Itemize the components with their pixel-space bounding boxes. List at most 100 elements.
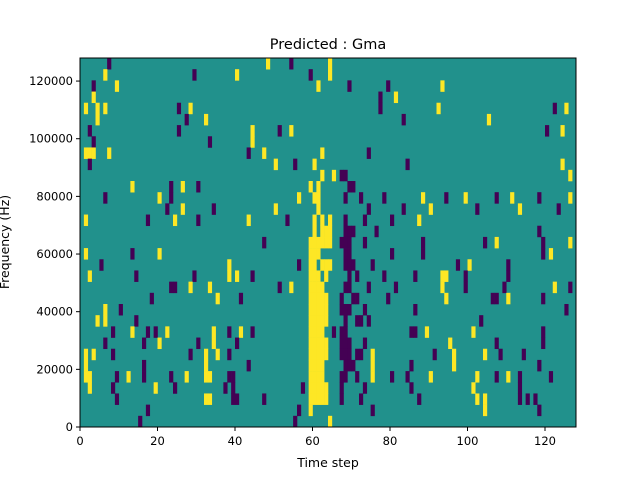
heatmap-cell-low bbox=[297, 404, 302, 417]
heatmap-cell-high bbox=[552, 281, 557, 294]
heatmap-cell-high bbox=[440, 80, 445, 92]
heatmap-cell-high bbox=[328, 58, 333, 70]
heatmap-cell-low bbox=[359, 348, 364, 361]
heatmap-cell-low bbox=[192, 69, 197, 81]
heatmap-cell-high bbox=[87, 382, 92, 394]
heatmap-cell-low bbox=[339, 304, 344, 316]
heatmap-cell-high bbox=[87, 147, 92, 159]
heatmap-cell-high bbox=[324, 348, 329, 361]
heatmap-cell-high bbox=[308, 404, 313, 417]
y-axis-label: Frequency (Hz) bbox=[0, 195, 12, 289]
heatmap-cell-high bbox=[320, 304, 325, 316]
heatmap-cell-low bbox=[289, 58, 294, 70]
heatmap-cell-high bbox=[564, 102, 569, 115]
heatmap-cell-low bbox=[382, 192, 387, 204]
heatmap-cell-low bbox=[339, 371, 344, 383]
heatmap-cell-high bbox=[204, 113, 209, 126]
heatmap-cell-high bbox=[95, 113, 100, 126]
heatmap-cell-high bbox=[316, 248, 321, 260]
heatmap-cell-low bbox=[355, 292, 360, 305]
heatmap-cell-high bbox=[207, 371, 213, 383]
heatmap-cell-low bbox=[339, 393, 344, 405]
heatmap-cell-low bbox=[463, 270, 468, 282]
heatmap-cell-low bbox=[355, 270, 360, 282]
heatmap-cell-low bbox=[347, 181, 352, 193]
y-axis: 0 20000 40000 60000 80000 100000 120000 bbox=[29, 74, 80, 434]
heatmap-cell-low bbox=[351, 292, 356, 305]
heatmap-cell-high bbox=[312, 326, 317, 338]
heatmap-cell-low bbox=[490, 292, 495, 305]
heatmap-cell-high bbox=[250, 136, 255, 148]
heatmap-cell-low bbox=[351, 259, 356, 271]
y-tick-label: 120000 bbox=[29, 74, 73, 88]
heatmap-cell-low bbox=[343, 348, 348, 361]
heatmap-cell-low bbox=[343, 225, 348, 238]
heatmap-cell-low bbox=[103, 192, 108, 204]
heatmap-cell-low bbox=[355, 348, 360, 361]
y-tick-label: 0 bbox=[66, 420, 73, 434]
heatmap-cell-high bbox=[328, 225, 333, 238]
heatmap-cell-low bbox=[347, 359, 352, 372]
heatmap-cell-low bbox=[347, 348, 352, 361]
heatmap-cell-high bbox=[393, 91, 399, 104]
heatmap-cell-high bbox=[103, 102, 108, 115]
heatmap-cell-low bbox=[169, 181, 174, 193]
heatmap-cell-low bbox=[483, 236, 488, 249]
heatmap-cell-high bbox=[91, 348, 96, 361]
heatmap-cell-high bbox=[211, 326, 216, 338]
heatmap-cell-low bbox=[378, 102, 383, 115]
heatmap-cell-low bbox=[366, 203, 371, 215]
heatmap-cell-low bbox=[300, 382, 306, 394]
heatmap-cell-low bbox=[405, 371, 410, 383]
heatmap-cell-low bbox=[196, 214, 201, 227]
heatmap-cell-low bbox=[142, 359, 147, 372]
heatmap-cell-low bbox=[390, 371, 395, 383]
heatmap-cell-high bbox=[467, 259, 472, 271]
heatmap-cell-low bbox=[347, 304, 352, 316]
heatmap-cell-low bbox=[176, 102, 182, 115]
heatmap-cell-low bbox=[362, 304, 368, 316]
heatmap-cell-high bbox=[506, 371, 511, 383]
heatmap-cell-high bbox=[417, 214, 422, 227]
heatmap-cell-high bbox=[312, 236, 317, 249]
heatmap-cell-low bbox=[366, 147, 371, 159]
heatmap-cell-low bbox=[347, 270, 352, 282]
heatmap-cell-low bbox=[246, 359, 251, 372]
heatmap-cell-low bbox=[517, 393, 523, 405]
heatmap-cell-low bbox=[370, 404, 375, 417]
heatmap-cell-low bbox=[517, 382, 523, 394]
heatmap-cell-high bbox=[180, 203, 185, 215]
x-tick-label: 100 bbox=[457, 434, 479, 448]
heatmap-cell-high bbox=[204, 348, 209, 361]
heatmap-cell-low bbox=[541, 326, 546, 338]
heatmap-cell-low bbox=[390, 248, 395, 260]
heatmap-cell-low bbox=[231, 393, 236, 405]
heatmap-cell-low bbox=[390, 214, 395, 227]
heatmap-cell-high bbox=[316, 304, 321, 316]
heatmap-cell-high bbox=[370, 359, 375, 372]
heatmap-cell-high bbox=[483, 393, 488, 405]
heatmap-cell-low bbox=[393, 281, 399, 294]
heatmap-cell-low bbox=[506, 259, 511, 271]
chart-title: Predicted : Gma bbox=[270, 37, 386, 53]
heatmap-cell-low bbox=[432, 348, 437, 361]
heatmap-cell-low bbox=[227, 371, 232, 383]
heatmap-cell-high bbox=[83, 214, 89, 227]
heatmap-cell-low bbox=[153, 326, 158, 338]
heatmap-cell-low bbox=[99, 259, 104, 271]
heatmap-cell-high bbox=[316, 236, 321, 249]
heatmap-cell-high bbox=[207, 281, 213, 294]
y-tick-label: 60000 bbox=[36, 247, 73, 261]
heatmap-cell-low bbox=[537, 192, 542, 204]
heatmap-cell-low bbox=[362, 214, 368, 227]
heatmap-cell-high bbox=[316, 337, 321, 350]
heatmap-cell-low bbox=[196, 337, 201, 350]
heatmap-cell-low bbox=[475, 203, 480, 215]
heatmap-cell-low bbox=[262, 236, 267, 249]
heatmap-cell-low bbox=[382, 270, 387, 282]
heatmap-cell-high bbox=[180, 181, 185, 193]
heatmap-cell-low bbox=[548, 371, 554, 383]
heatmap-cell-low bbox=[111, 382, 116, 394]
heatmap-cell-low bbox=[250, 270, 255, 282]
heatmap-cell-high bbox=[126, 371, 131, 383]
